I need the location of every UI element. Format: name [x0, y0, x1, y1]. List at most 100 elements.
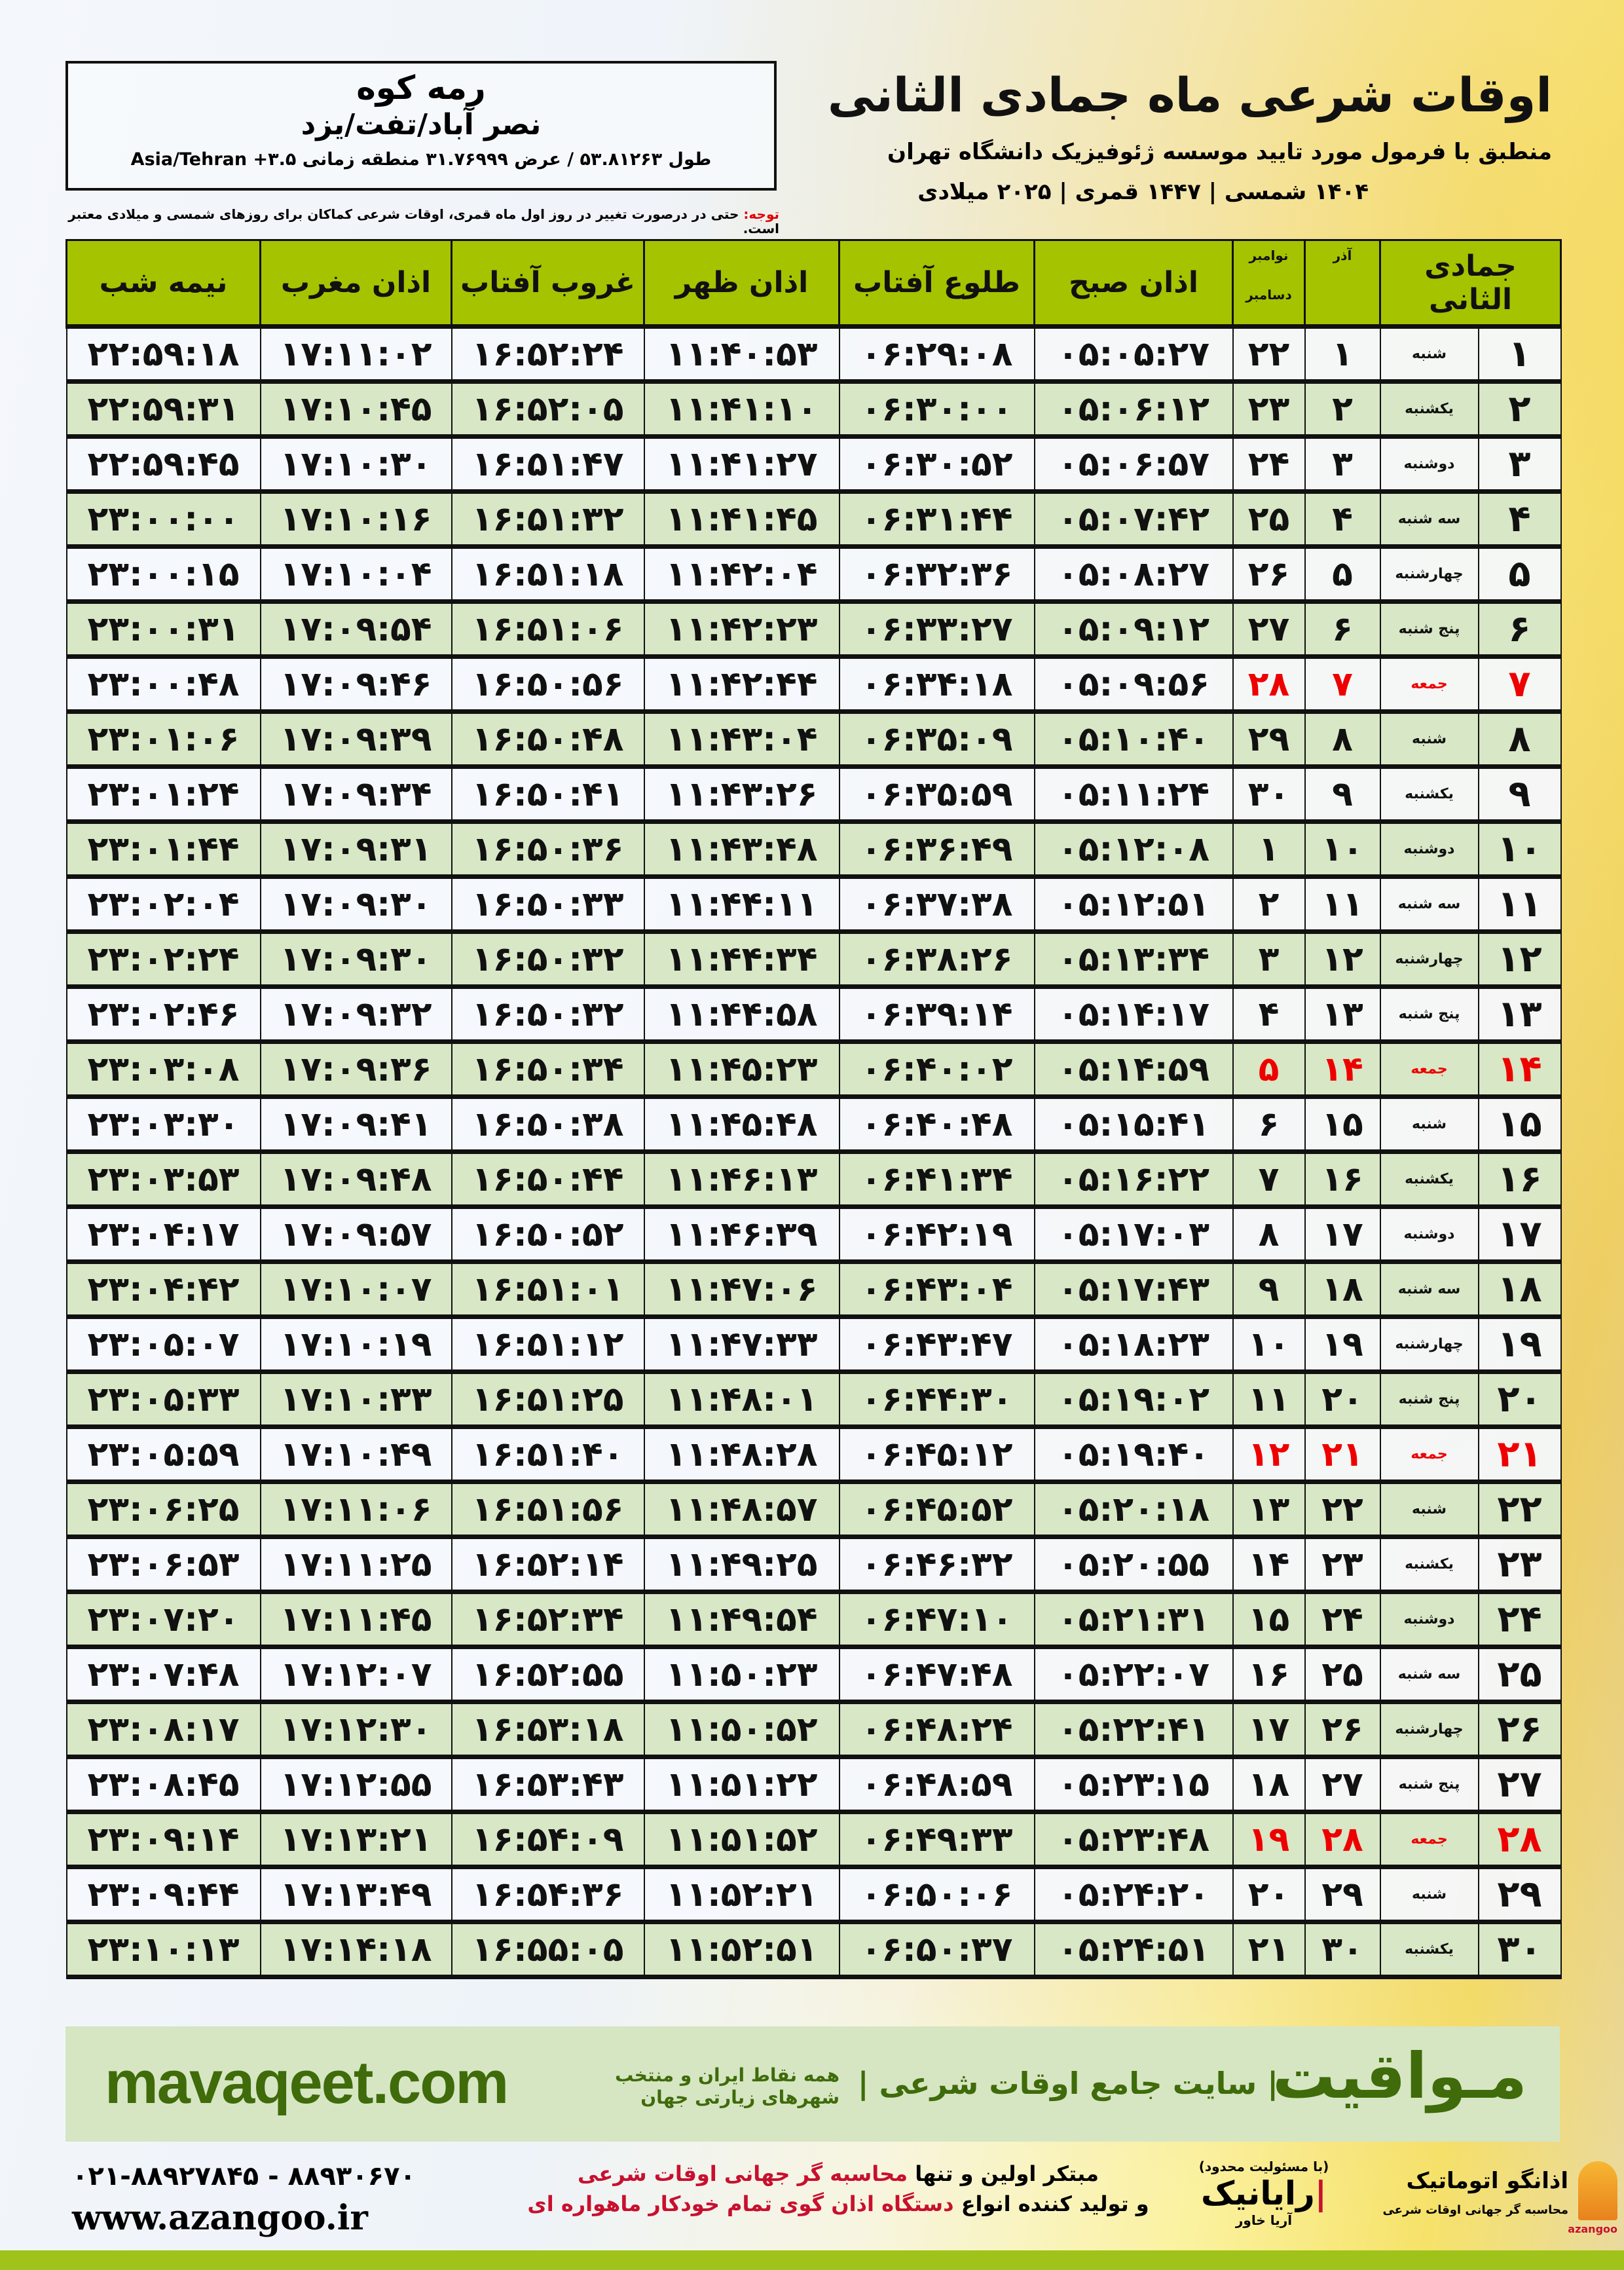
sunrise-time: ۰۶:۳۳:۲۷	[838, 601, 1035, 659]
hijri-day: ۱۹	[1477, 1316, 1562, 1374]
dhuhr-time: ۱۱:۴۳:۰۴	[643, 711, 840, 769]
dhuhr-time: ۱۱:۴۳:۲۶	[643, 766, 840, 824]
minaret-icon	[1578, 2161, 1617, 2220]
sunset-time: ۱۶:۵۰:۳۴	[451, 1041, 645, 1099]
table-row: ۱۹ چهارشنبه ۱۹ ۱۰ ۰۵:۱۸:۲۳ ۰۶:۴۳:۴۷ ۱۱:۴۷:۳۳ ۱۶…	[65, 1316, 1562, 1374]
weekday: جمعه	[1379, 1812, 1479, 1869]
sunrise-time: ۰۶:۴۰:۴۸	[838, 1096, 1035, 1154]
maghrib-time: ۱۷:۱۲:۳۰	[259, 1702, 452, 1759]
azar-day: ۱	[1304, 326, 1381, 384]
mavaqeet-tagline-sub: همه نقاط ایران و منتخب شهرهای زیارتی جها…	[615, 2064, 840, 2108]
sunrise-time: ۰۶:۴۸:۲۴	[838, 1702, 1035, 1759]
gregorian-day: ۲۲	[1232, 326, 1306, 384]
azar-day: ۵	[1304, 546, 1381, 604]
midnight-time: ۲۳:۰۴:۱۷	[65, 1206, 261, 1264]
table-row: ۲۲ شنبه ۲۲ ۱۳ ۰۵:۲۰:۱۸ ۰۶:۴۵:۵۲ ۱۱:۴۸:۵۷ ۱۶:۵۱:…	[65, 1481, 1562, 1539]
azar-day: ۱۶	[1304, 1151, 1381, 1209]
azar-day: ۱۵	[1304, 1096, 1381, 1154]
fajr-time: ۰۵:۲۳:۱۵	[1033, 1757, 1234, 1814]
fajr-time: ۰۵:۰۶:۵۷	[1033, 436, 1234, 494]
dhuhr-time: ۱۱:۴۴:۱۱	[643, 876, 840, 934]
dhuhr-time: ۱۱:۴۵:۴۸	[643, 1096, 840, 1154]
notice-label: توجه:	[743, 206, 779, 222]
midnight-time: ۲۳:۰۷:۲۰	[65, 1591, 261, 1649]
fajr-time: ۰۵:۰۸:۲۷	[1033, 546, 1234, 604]
dhuhr-time: ۱۱:۴۴:۵۸	[643, 986, 840, 1044]
table-row: ۱۷ دوشنبه ۱۷ ۸ ۰۵:۱۷:۰۳ ۰۶:۴۲:۱۹ ۱۱:۴۶:۳۹ ۱۶:۵۰…	[65, 1206, 1562, 1264]
gregorian-day: ۲	[1232, 876, 1306, 934]
azangoo-latin: azangoo	[1568, 2223, 1617, 2235]
fajr-time: ۰۵:۲۳:۴۸	[1033, 1812, 1234, 1869]
weekday: چهارشنبه	[1379, 1316, 1479, 1374]
sunset-time: ۱۶:۵۱:۴۷	[451, 436, 645, 494]
azar-day: ۲۶	[1304, 1702, 1381, 1759]
hijri-day: ۱۱	[1477, 876, 1562, 934]
midnight-time: ۲۳:۱۰:۱۳	[65, 1922, 261, 1979]
azar-day: ۳۰	[1304, 1922, 1381, 1979]
gregorian-day: ۶	[1232, 1096, 1306, 1154]
weekday: دوشنبه	[1379, 821, 1479, 879]
azar-day: ۲	[1304, 381, 1381, 439]
sunset-time: ۱۶:۵۴:۳۶	[451, 1867, 645, 1924]
table-row: ۷ جمعه ۷ ۲۸ ۰۵:۰۹:۵۶ ۰۶:۳۴:۱۸ ۱۱:۴۲:۴۴ ۱۶:۵۰:۵۶…	[65, 656, 1562, 714]
weekday: دوشنبه	[1379, 436, 1479, 494]
sunrise-time: ۰۶:۴۳:۴۷	[838, 1316, 1035, 1374]
gregorian-day: ۲۶	[1232, 546, 1306, 604]
gregorian-day: ۲۳	[1232, 381, 1306, 439]
dhuhr-time: ۱۱:۴۷:۳۳	[643, 1316, 840, 1374]
sunset-time: ۱۶:۵۱:۴۰	[451, 1426, 645, 1484]
table-row: ۲ یکشنبه ۲ ۲۳ ۰۵:۰۶:۱۲ ۰۶:۳۰:۰۰ ۱۱:۴۱:۱۰ ۱۶:۵۲:…	[65, 381, 1562, 439]
fajr-time: ۰۵:۰۹:۵۶	[1033, 656, 1234, 714]
dhuhr-time: ۱۱:۵۱:۲۲	[643, 1757, 840, 1814]
table-row: ۱۸ سه شنبه ۱۸ ۹ ۰۵:۱۷:۴۳ ۰۶:۴۳:۰۴ ۱۱:۴۷:۰۶ ۱۶:۵…	[65, 1261, 1562, 1319]
dhuhr-time: ۱۱:۵۲:۵۱	[643, 1922, 840, 1979]
midnight-time: ۲۳:۰۹:۱۴	[65, 1812, 261, 1869]
fajr-time: ۰۵:۰۶:۱۲	[1033, 381, 1234, 439]
dhuhr-time: ۱۱:۴۱:۲۷	[643, 436, 840, 494]
table-row: ۱۳ پنج شنبه ۱۳ ۴ ۰۵:۱۴:۱۷ ۰۶:۳۹:۱۴ ۱۱:۴۴:۵۸ ۱۶:…	[65, 986, 1562, 1044]
table-row: ۲۸ جمعه ۲۸ ۱۹ ۰۵:۲۳:۴۸ ۰۶:۴۹:۳۳ ۱۱:۵۱:۵۲ ۱۶:۵۴:…	[65, 1812, 1562, 1869]
sunset-time: ۱۶:۵۰:۵۲	[451, 1206, 645, 1264]
fajr-time: ۰۵:۱۳:۳۴	[1033, 931, 1234, 989]
location-region: نصر آباد/تفت/یزد	[301, 108, 542, 141]
table-row: ۱۴ جمعه ۱۴ ۵ ۰۵:۱۴:۵۹ ۰۶:۴۰:۰۲ ۱۱:۴۵:۲۳ ۱۶:۵۰:۳…	[65, 1041, 1562, 1099]
table-row: ۲۴ دوشنبه ۲۴ ۱۵ ۰۵:۲۱:۳۱ ۰۶:۴۷:۱۰ ۱۱:۴۹:۵۴ ۱۶:۵…	[65, 1591, 1562, 1649]
mavaqeet-url[interactable]: mavaqeet.com	[105, 2049, 509, 2116]
azar-day: ۱۲	[1304, 931, 1381, 989]
sunset-time: ۱۶:۵۲:۵۵	[451, 1647, 645, 1704]
table-row: ۴ سه شنبه ۴ ۲۵ ۰۵:۰۷:۴۲ ۰۶:۳۱:۴۴ ۱۱:۴۱:۴۵ ۱۶:۵۱…	[65, 491, 1562, 549]
gregorian-day: ۲۸	[1232, 656, 1306, 714]
sunrise-time: ۰۶:۴۵:۱۲	[838, 1426, 1035, 1484]
azangoo-url[interactable]: www.azangoo.ir	[72, 2198, 368, 2238]
hijri-day: ۴	[1477, 491, 1562, 549]
azar-day: ۲۰	[1304, 1371, 1381, 1429]
fajr-time: ۰۵:۲۰:۱۸	[1033, 1481, 1234, 1539]
maghrib-time: ۱۷:۰۹:۳۱	[259, 821, 452, 879]
fajr-time: ۰۵:۱۹:۴۰	[1033, 1426, 1234, 1484]
bottom-bar	[0, 2250, 1624, 2270]
sunset-time: ۱۶:۵۰:۴۸	[451, 711, 645, 769]
weekday: چهارشنبه	[1379, 546, 1479, 604]
table-row: ۱۱ سه شنبه ۱۱ ۲ ۰۵:۱۲:۵۱ ۰۶:۳۷:۳۸ ۱۱:۴۴:۱۱ ۱۶:۵…	[65, 876, 1562, 934]
azar-day: ۹	[1304, 766, 1381, 824]
gregorian-day: ۱۸	[1232, 1757, 1306, 1814]
header-dhuhr: اذان ظهر	[643, 239, 840, 329]
maghrib-time: ۱۷:۱۳:۲۱	[259, 1812, 452, 1869]
fajr-time: ۰۵:۲۱:۳۱	[1033, 1591, 1234, 1649]
table-row: ۲۳ یکشنبه ۲۳ ۱۴ ۰۵:۲۰:۵۵ ۰۶:۴۶:۳۲ ۱۱:۴۹:۲۵ ۱۶:۵…	[65, 1536, 1562, 1594]
hijri-day: ۱۷	[1477, 1206, 1562, 1264]
table-row: ۱۵ شنبه ۱۵ ۶ ۰۵:۱۵:۴۱ ۰۶:۴۰:۴۸ ۱۱:۴۵:۴۸ ۱۶:۵۰:۳…	[65, 1096, 1562, 1154]
azar-day: ۷	[1304, 656, 1381, 714]
gregorian-day: ۸	[1232, 1206, 1306, 1264]
weekday: یکشنبه	[1379, 766, 1479, 824]
maghrib-time: ۱۷:۱۱:۴۵	[259, 1591, 452, 1649]
weekday: شنبه	[1379, 1096, 1479, 1154]
maghrib-time: ۱۷:۱۱:۰۶	[259, 1481, 452, 1539]
table-row: ۱۲ چهارشنبه ۱۲ ۳ ۰۵:۱۳:۳۴ ۰۶:۳۸:۲۶ ۱۱:۴۴:۳۴ ۱۶:…	[65, 931, 1562, 989]
sunrise-time: ۰۶:۴۷:۱۰	[838, 1591, 1035, 1649]
dhuhr-time: ۱۱:۴۹:۲۵	[643, 1536, 840, 1594]
fajr-time: ۰۵:۱۷:۰۳	[1033, 1206, 1234, 1264]
midnight-time: ۲۳:۰۱:۲۴	[65, 766, 261, 824]
dhuhr-time: ۱۱:۵۱:۵۲	[643, 1812, 840, 1869]
azar-day: ۲۳	[1304, 1536, 1381, 1594]
